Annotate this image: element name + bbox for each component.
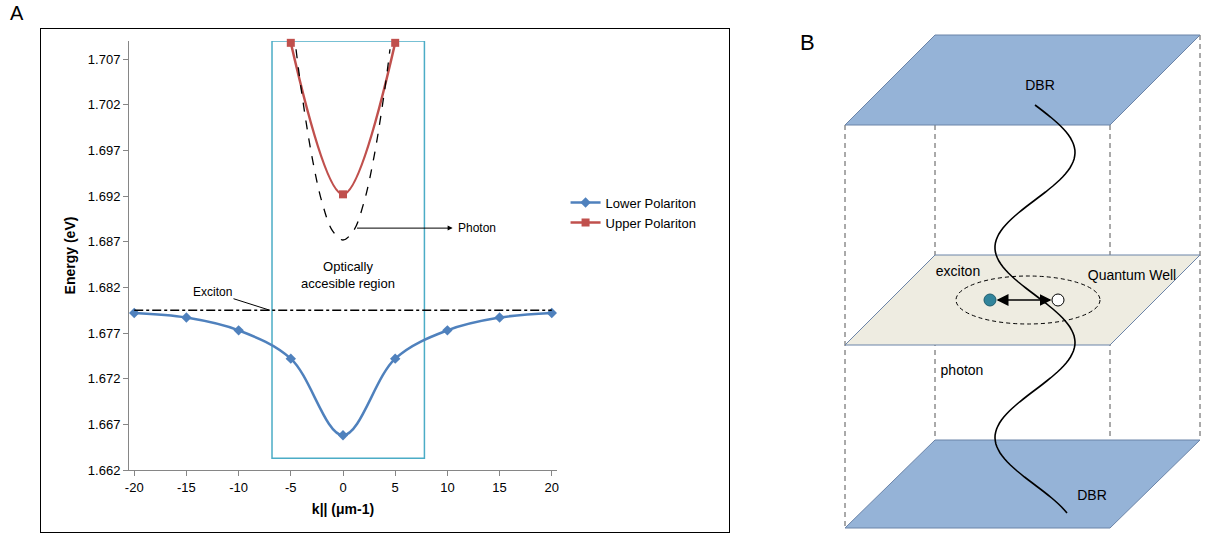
svg-text:1.677: 1.677 [88,326,121,341]
svg-text:Photon: Photon [458,221,496,235]
svg-text:k|| (μm-1): k|| (μm-1) [312,501,374,517]
svg-text:Energy (eV): Energy (eV) [62,217,78,295]
svg-text:DBR: DBR [1077,487,1107,503]
svg-text:-15: -15 [177,480,196,495]
svg-text:-5: -5 [285,480,297,495]
svg-text:DBR: DBR [1025,77,1055,93]
svg-text:Lower Polariton: Lower Polariton [606,196,696,211]
svg-text:5: 5 [392,480,399,495]
svg-text:exciton: exciton [936,263,980,279]
svg-text:0: 0 [339,480,346,495]
svg-text:15: 15 [492,480,506,495]
svg-text:10: 10 [440,480,454,495]
svg-text:Exciton: Exciton [193,285,232,299]
svg-text:photon: photon [941,362,984,378]
svg-text:1.667: 1.667 [88,417,121,432]
svg-text:Quantum Well: Quantum Well [1088,267,1176,283]
svg-text:1.687: 1.687 [88,234,121,249]
svg-text:1.672: 1.672 [88,371,121,386]
svg-text:1.662: 1.662 [88,463,121,478]
svg-text:1.707: 1.707 [88,52,121,67]
svg-text:1.682: 1.682 [88,280,121,295]
svg-text:1.692: 1.692 [88,189,121,204]
svg-text:Upper Polariton: Upper Polariton [606,216,696,231]
svg-text:Opticallyaccesible region: Opticallyaccesible region [301,259,395,291]
svg-text:1.697: 1.697 [88,143,121,158]
svg-text:-10: -10 [229,480,248,495]
svg-text:1.702: 1.702 [88,97,121,112]
html-text:A: A [10,2,24,24]
svg-text:B: B [800,30,815,55]
svg-text:-20: -20 [125,480,144,495]
svg-text:20: 20 [545,480,559,495]
